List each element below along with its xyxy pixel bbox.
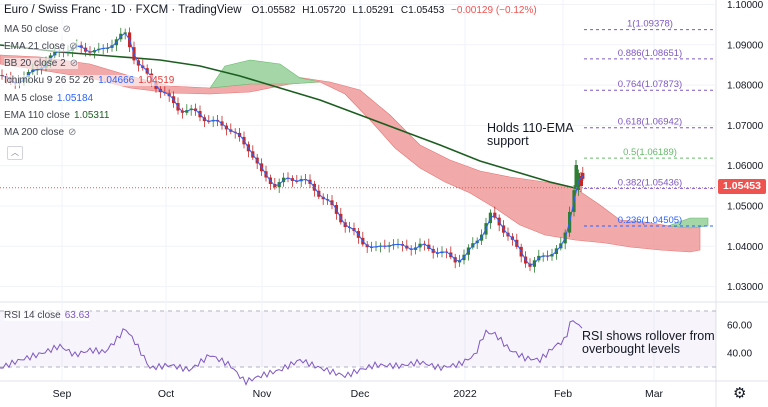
ichimoku-cloud-bearish: [0, 54, 701, 253]
indicator-ichimoku[interactable]: Ichimoku 9 26 52 26 1.04666 1.04519: [4, 75, 175, 86]
low-value: L1.05291: [352, 4, 395, 16]
high-value: H1.05720: [302, 4, 346, 16]
time-axis-label: Nov: [253, 388, 272, 400]
ma5-line: [1, 32, 584, 266]
price-axis-label: 1.08000: [727, 81, 764, 92]
rsi-rollover-note: RSI shows rollover from overbought level…: [582, 330, 715, 356]
indicator-label: BB 20 close 2: [4, 58, 66, 69]
rsi-axis-label: 40.00: [727, 349, 752, 360]
note-line: overbought levels: [582, 342, 680, 356]
indicator-value: 1.05311: [73, 110, 110, 121]
eye-off-icon[interactable]: ⊘: [62, 24, 71, 35]
indicator-ema110[interactable]: EMA 110 close 1.05311: [4, 110, 110, 121]
fib-level-label: 0.5(1.06189): [623, 147, 677, 158]
note-line: RSI shows rollover from: [582, 329, 715, 343]
indicator-label: MA 5 close: [4, 93, 53, 104]
indicator-value: 1.04666: [98, 75, 135, 86]
price-axis-label: 1.04000: [727, 242, 764, 253]
fib-level-label: 0.764(1.07873): [618, 79, 682, 90]
ema-support-note: Holds 110-EMA support: [487, 122, 574, 148]
price-axis-label: 1.07000: [727, 121, 764, 132]
note-line: Holds 110-EMA: [487, 121, 574, 135]
eye-off-icon[interactable]: ⊘: [68, 127, 77, 138]
indicator-label: Ichimoku 9 26 52 26: [4, 75, 95, 86]
fib-level-label: 0.236(1.04505): [618, 215, 682, 226]
price-axis-label: 1.09000: [727, 40, 764, 51]
symbol-title[interactable]: Euro / Swiss Franc · 1D · FXCM · Trading…: [4, 4, 242, 16]
candle-body: [581, 172, 585, 179]
price-axis-label: 1.10000: [727, 0, 764, 11]
ichimoku-cloud-bullish: [209, 59, 321, 89]
close-value: C1.05453: [400, 4, 445, 16]
time-axis-label: Oct: [158, 388, 174, 400]
time-axis-label: Feb: [554, 388, 572, 400]
gear-icon[interactable]: ⚙: [733, 385, 747, 402]
fib-level-label: 0.886(1.08651): [618, 48, 682, 59]
indicator-rsi[interactable]: RSI 14 close 63.63: [4, 310, 90, 321]
time-axis-label: 2022: [453, 388, 477, 400]
open-value: O1.05582: [251, 4, 296, 16]
indicator-bb20[interactable]: BB 20 close 2 ⊘: [4, 58, 79, 69]
indicator-ma200[interactable]: MA 200 close ⊘: [4, 127, 77, 138]
indicator-label: MA 50 close: [4, 24, 59, 35]
indicator-label: EMA 21 close: [4, 41, 66, 52]
note-line: support: [487, 134, 529, 148]
indicator-ma50[interactable]: MA 50 close ⊘: [4, 24, 71, 35]
price-axis-label: 1.03000: [727, 282, 764, 293]
indicator-label: MA 200 close: [4, 127, 65, 138]
price-axis-label: 1.05000: [727, 202, 764, 213]
indicator-ma5[interactable]: MA 5 close 1.05184: [4, 93, 94, 104]
symbol-legend: Euro / Swiss Franc · 1D · FXCM · Trading…: [4, 4, 541, 16]
collapse-legend-icon[interactable]: ︿: [7, 146, 23, 160]
time-axis-label: Sep: [53, 388, 72, 400]
indicator-value: 63.63: [64, 310, 90, 321]
indicator-label: RSI 14 close: [4, 310, 61, 321]
rsi-line: [0, 320, 583, 386]
indicator-label: EMA 110 close: [4, 110, 70, 121]
fib-level-label: 0.618(1.06942): [618, 117, 682, 128]
time-axis-label: Dec: [351, 388, 370, 400]
indicator-value-2: 1.04519: [138, 75, 175, 86]
indicator-value: 1.05184: [56, 93, 94, 104]
eye-off-icon[interactable]: ⊘: [69, 41, 78, 52]
price-axis-label: 1.06000: [727, 161, 764, 172]
rsi-band: [0, 311, 716, 367]
ohlc-values: O1.05582 H1.05720 L1.05291 C1.05453 −0.0…: [252, 5, 541, 16]
change-value: −0.00129 (−0.12%): [451, 4, 537, 16]
current-price-tag: 1.05453: [718, 179, 766, 194]
indicator-ema21[interactable]: EMA 21 close ⊘: [4, 41, 78, 52]
fib-level-label: 0.382(1.05436): [618, 177, 682, 188]
rsi-axis-label: 60.00: [727, 321, 752, 332]
eye-off-icon[interactable]: ⊘: [69, 58, 79, 69]
ema110-line: [0, 44, 576, 189]
time-axis-label: Mar: [645, 388, 664, 400]
fib-level-label: 1(1.09378): [627, 19, 673, 30]
